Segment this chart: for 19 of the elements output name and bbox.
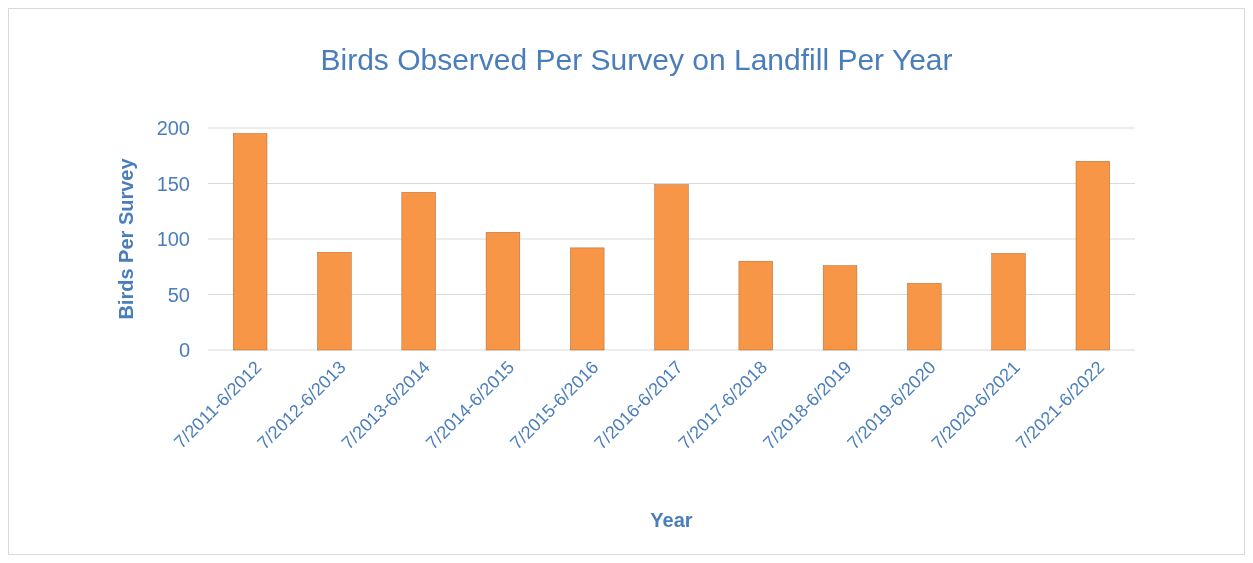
y-tick-label: 150 <box>156 172 190 195</box>
x-axis-title: Year <box>650 509 693 531</box>
bar <box>822 265 858 351</box>
bar <box>401 192 436 351</box>
y-tick-label: 0 <box>178 339 190 361</box>
bar <box>485 232 521 351</box>
bar <box>654 184 689 351</box>
y-tick-label: 100 <box>156 228 190 250</box>
bar <box>233 133 268 351</box>
bar <box>317 252 352 351</box>
y-tick-label: 200 <box>156 117 190 139</box>
y-tick-label: 50 <box>167 283 190 306</box>
chart-title: Birds Observed Per Survey on Landfill Per Year <box>320 43 953 76</box>
bar <box>1075 161 1110 351</box>
bar <box>738 260 773 351</box>
bar <box>907 283 942 351</box>
bar <box>570 247 605 351</box>
bar <box>991 253 1026 351</box>
y-axis-title: Birds Per Survey <box>115 157 137 320</box>
